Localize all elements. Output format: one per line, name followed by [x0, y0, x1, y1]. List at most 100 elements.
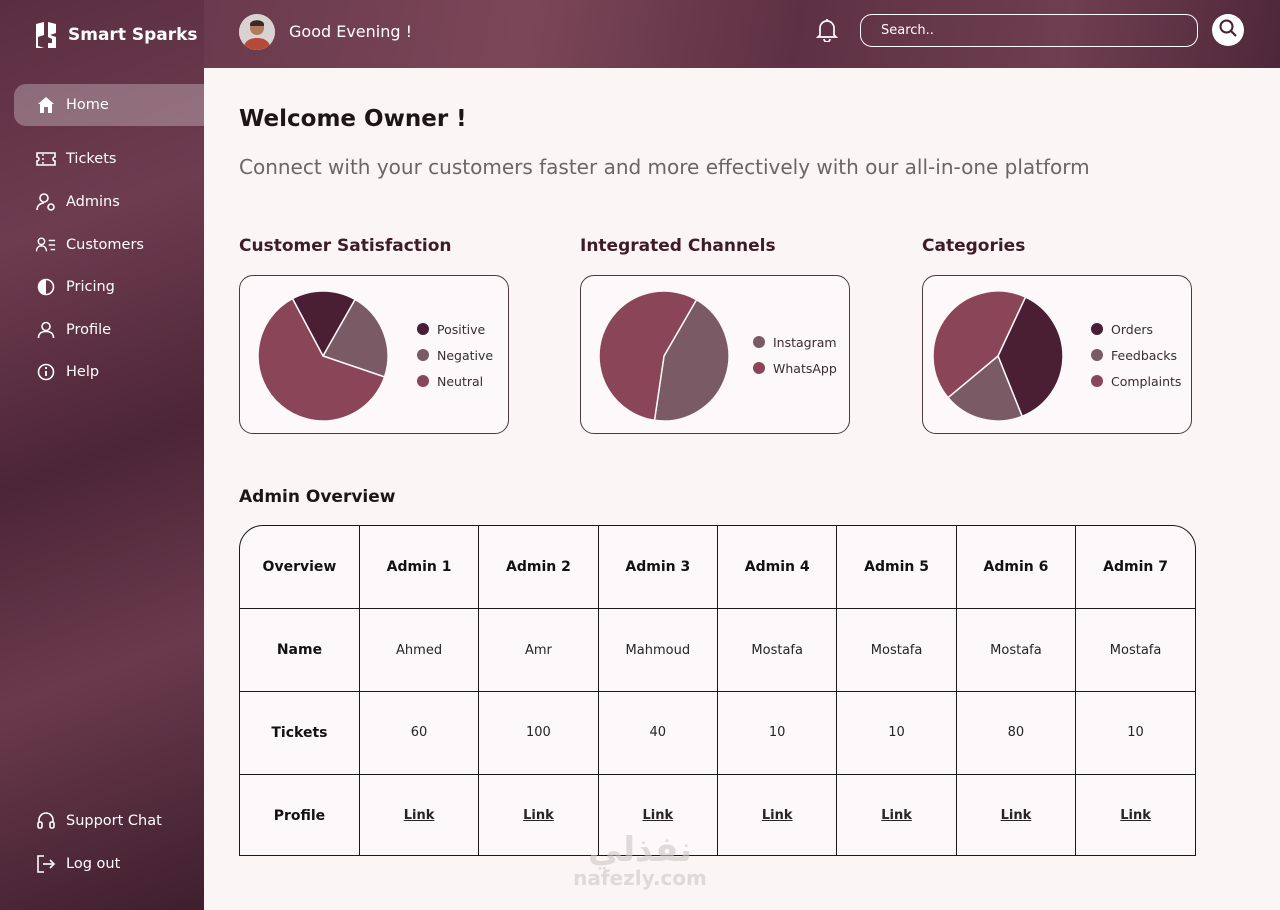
row-label: Profile: [240, 773, 360, 855]
table-cell: 10: [1075, 691, 1195, 775]
chart-legend: Orders Feedbacks Complaints: [1091, 320, 1181, 390]
table-cell: 100: [478, 691, 599, 775]
avatar[interactable]: [239, 14, 275, 50]
profile-link[interactable]: Link: [523, 808, 554, 824]
pie-slice-positive: [291, 290, 357, 358]
legend-swatch: [1091, 323, 1103, 335]
legend-label: Orders: [1111, 321, 1154, 337]
pie-slice-feedbacks: [947, 354, 1024, 422]
sidebar-item-label: Customers: [66, 237, 144, 253]
watermark: نفذلي nafezly.com: [560, 830, 720, 890]
sidebar-item-logout[interactable]: Log out: [14, 843, 204, 885]
sidebar-item-label: Admins: [66, 194, 120, 210]
chart-legend: Instagram WhatsApp: [753, 333, 837, 377]
legend-label: Negative: [437, 347, 494, 363]
chart-title-integrated-channels: Integrated Channels: [580, 236, 776, 256]
sidebar-item-support-chat[interactable]: Support Chat: [14, 800, 204, 842]
search-input[interactable]: [860, 14, 1198, 47]
sidebar-item-label: Tickets: [66, 151, 117, 167]
admin-settings-icon: [36, 192, 56, 212]
table-cell: Link: [836, 773, 957, 855]
table-cell: Link: [358, 773, 480, 855]
legend-label: Instagram: [773, 334, 837, 350]
table-header-cell: Admin 1: [358, 526, 480, 610]
profile-link[interactable]: Link: [1000, 808, 1032, 824]
legend-swatch: [753, 336, 765, 348]
legend-item: Negative: [417, 346, 493, 364]
greeting-text: Good Evening !: [289, 22, 413, 41]
legend-swatch: [1091, 349, 1103, 361]
sidebar-item-label: Home: [66, 97, 109, 113]
table-row: Name Ahmed Amr Mahmoud Mostafa Mostafa M…: [240, 608, 1195, 692]
table-cell: 80: [955, 691, 1077, 775]
legend-label: WhatsApp: [773, 360, 837, 376]
sidebar-item-home[interactable]: Home: [14, 84, 204, 126]
sidebar-item-label: Pricing: [66, 279, 115, 295]
table-cell: Ahmed: [358, 608, 480, 692]
table-header-cell: Admin 2: [478, 526, 599, 610]
legend-item: Feedbacks: [1091, 346, 1181, 364]
table-header-cell: Admin 6: [955, 526, 1077, 610]
sidebar-item-label: Profile: [66, 322, 112, 338]
legend-swatch: [417, 375, 429, 387]
pie-slice-orders: [997, 296, 1064, 418]
sidebar-item-customers[interactable]: Customers: [14, 224, 204, 266]
pricing-icon: [36, 277, 56, 297]
user-icon: [36, 320, 56, 340]
profile-link[interactable]: Link: [761, 808, 793, 824]
legend-label: Neutral: [437, 373, 484, 389]
sidebar-item-label: Support Chat: [66, 813, 162, 829]
sidebar-item-help[interactable]: Help: [14, 351, 204, 393]
app-name: Smart Sparks: [68, 25, 198, 45]
legend-swatch: [1091, 375, 1103, 387]
table-cell: Link: [955, 773, 1077, 855]
profile-link[interactable]: Link: [881, 808, 912, 824]
profile-link[interactable]: Link: [403, 808, 435, 824]
pie-slice-complaints: [932, 290, 1027, 399]
pie-slice-negative: [321, 298, 389, 378]
legend-swatch: [417, 323, 429, 335]
chart-title-customer-satisfaction: Customer Satisfaction: [239, 236, 452, 256]
page-subtitle: Connect with your customers faster and m…: [239, 155, 1090, 179]
logo-icon: [34, 20, 58, 50]
table-cell: Mostafa: [716, 608, 838, 692]
table-cell: Mostafa: [955, 608, 1077, 692]
profile-link[interactable]: Link: [1120, 808, 1151, 824]
headset-icon: [36, 811, 56, 831]
bell-icon[interactable]: [815, 18, 839, 43]
table-cell: 10: [716, 691, 838, 775]
legend-swatch: [417, 349, 429, 361]
table-cell: Link: [1075, 773, 1195, 855]
table-cell: Amr: [478, 608, 599, 692]
table-header-cell: Admin 5: [836, 526, 957, 610]
chart-legend: Positive Negative Neutral: [417, 320, 493, 390]
sidebar-item-admins[interactable]: Admins: [14, 181, 204, 223]
table-cell: Link: [478, 773, 599, 855]
sidebar-item-profile[interactable]: Profile: [14, 309, 204, 351]
pie-chart: [257, 290, 389, 422]
profile-link[interactable]: Link: [642, 808, 674, 824]
table-header-cell: Admin 7: [1075, 526, 1195, 610]
integrated-channels-card: Instagram WhatsApp: [580, 275, 850, 434]
sidebar: Smart Sparks Home Tickets Admins Custome…: [0, 0, 204, 910]
table-header-cell: Admin 4: [716, 526, 838, 610]
sidebar-item-label: Help: [66, 364, 100, 380]
app-logo[interactable]: Smart Sparks: [34, 20, 198, 50]
watermark-arabic: نفذلي: [587, 830, 693, 870]
table-cell: 40: [597, 691, 719, 775]
legend-label: Feedbacks: [1111, 347, 1178, 363]
categories-card: Orders Feedbacks Complaints: [922, 275, 1192, 434]
sidebar-item-pricing[interactable]: Pricing: [14, 266, 204, 308]
legend-item: Complaints: [1091, 372, 1181, 390]
pie-slice-whatsapp: [598, 290, 698, 422]
table-header-cell: Admin 3: [597, 526, 719, 610]
admin-overview-title: Admin Overview: [239, 487, 396, 507]
search-icon: [1218, 18, 1238, 42]
pie-slice-neutral: [257, 297, 386, 422]
sidebar-item-tickets[interactable]: Tickets: [14, 138, 204, 180]
pie-chart: [932, 290, 1064, 422]
info-icon: [36, 362, 56, 382]
row-label: Tickets: [240, 691, 360, 775]
search-button[interactable]: [1212, 14, 1244, 46]
legend-item: WhatsApp: [753, 359, 837, 377]
